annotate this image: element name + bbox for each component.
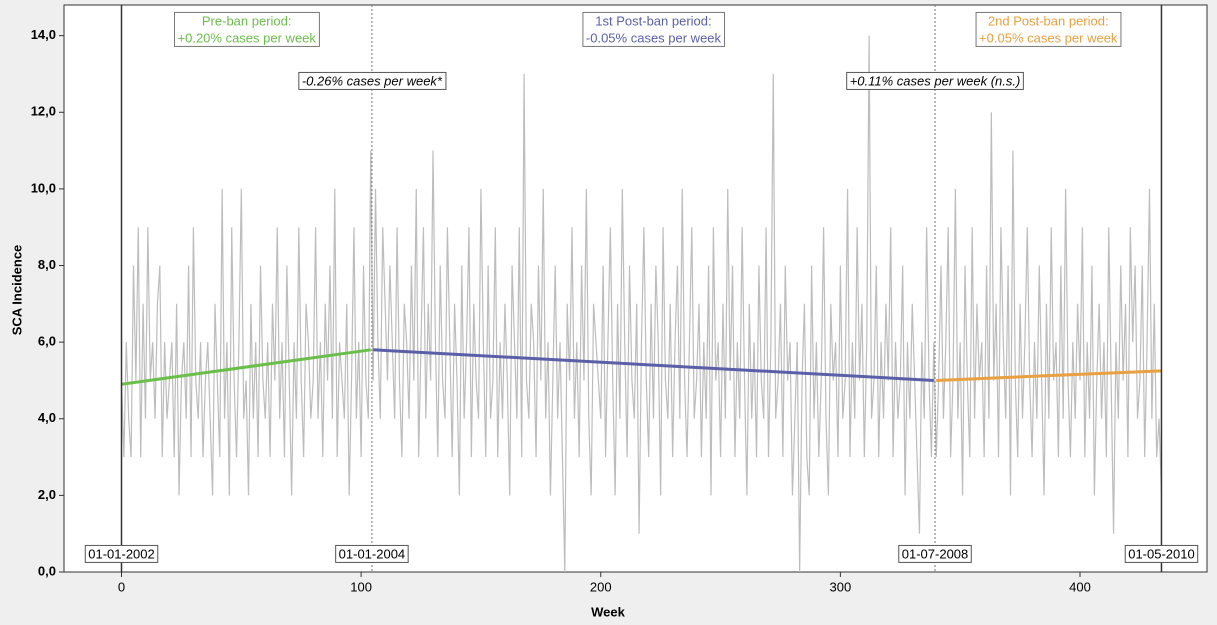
y-tick-label: 14,0 xyxy=(31,27,56,42)
date-label: 01-01-2004 xyxy=(339,546,406,561)
trend-line xyxy=(121,348,371,386)
period-text: +0.05% cases per week xyxy=(979,30,1118,45)
period-text: +0.20% cases per week xyxy=(178,30,317,45)
trend-line xyxy=(373,348,934,382)
change-label-box xyxy=(846,71,1024,90)
x-axis-label: Week xyxy=(591,604,625,619)
trend-line xyxy=(936,369,1162,382)
date-label-box xyxy=(898,544,972,563)
x-tick-label: 200 xyxy=(590,579,612,594)
series-line xyxy=(120,35,1163,573)
x-tick-label: 100 xyxy=(350,579,372,594)
date-label-box xyxy=(1124,544,1199,563)
x-tick-label: 0 xyxy=(118,579,125,594)
period-box xyxy=(975,11,1122,47)
y-tick-label: 0,0 xyxy=(38,563,56,578)
change-label: -0.26% cases per week* xyxy=(302,73,443,88)
y-axis-label: SCA Incidence xyxy=(9,245,24,336)
period-text: -0.05% cases per week xyxy=(586,30,722,45)
date-label: 01-01-2002 xyxy=(88,546,155,561)
change-label: +0.11% cases per week (n.s.) xyxy=(850,73,1021,88)
period-text: 2nd Post-ban period: xyxy=(988,13,1109,28)
date-label: 01-07-2008 xyxy=(902,546,969,561)
y-tick-label: 10,0 xyxy=(31,180,56,195)
y-tick-label: 8,0 xyxy=(38,257,56,272)
change-label-box xyxy=(298,71,447,90)
period-text: Pre-ban period: xyxy=(202,13,292,28)
date-label-box xyxy=(84,544,159,563)
date-label-box xyxy=(335,544,409,563)
y-tick-label: 12,0 xyxy=(31,104,56,119)
period-text: 1st Post-ban period: xyxy=(595,13,711,28)
x-tick-label: 400 xyxy=(1069,579,1091,594)
y-tick-label: 4,0 xyxy=(38,410,56,425)
date-label: 01-05-2010 xyxy=(1128,546,1195,561)
period-box xyxy=(174,11,320,47)
y-tick-label: 6,0 xyxy=(38,334,56,349)
period-box xyxy=(582,11,726,47)
plot-area xyxy=(63,4,1208,573)
y-tick-label: 2,0 xyxy=(38,487,56,502)
x-tick-label: 300 xyxy=(830,579,852,594)
